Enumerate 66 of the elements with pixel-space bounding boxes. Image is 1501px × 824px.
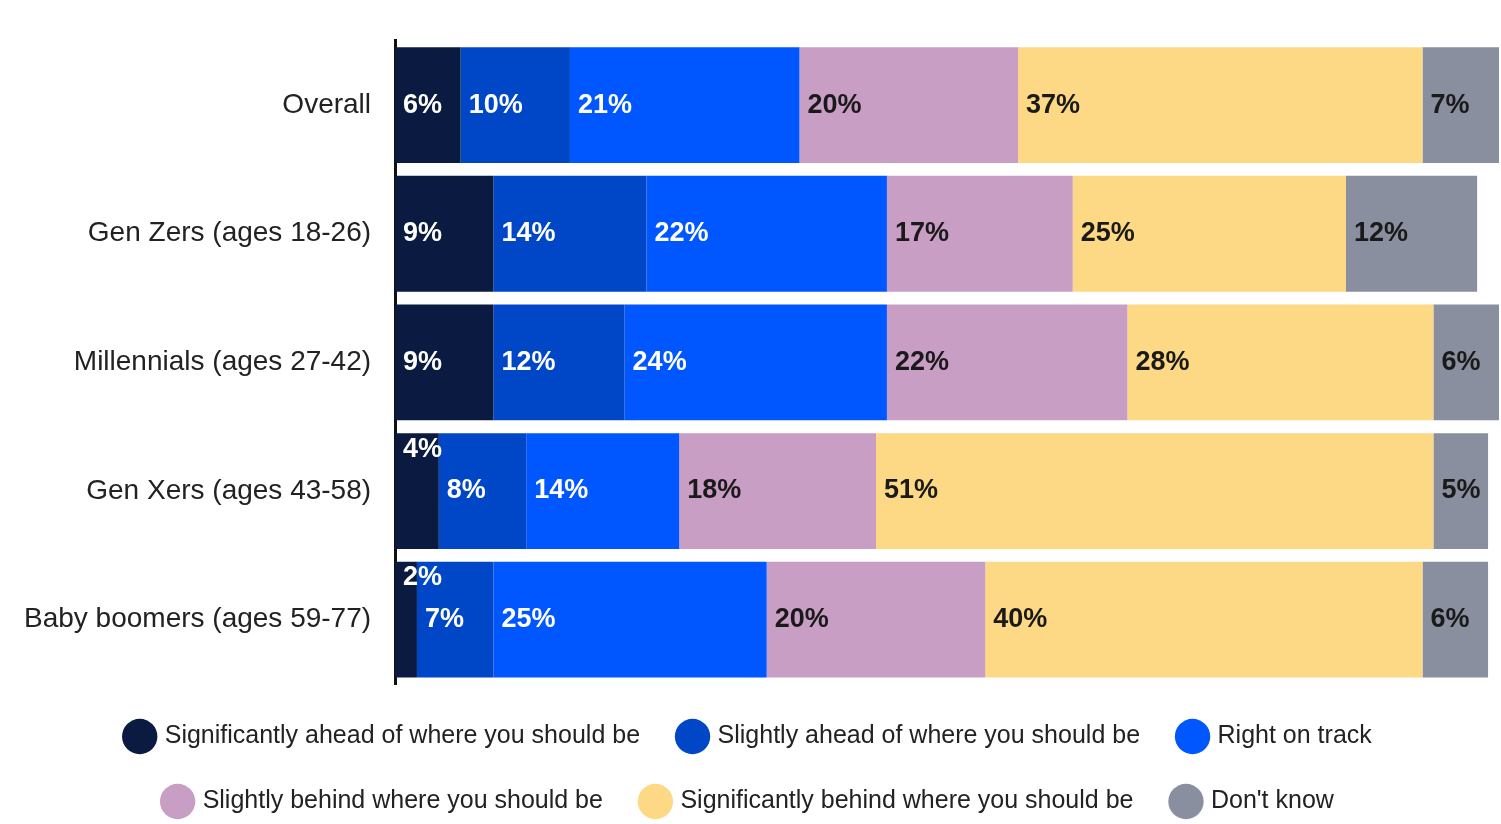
bar	[886, 304, 1128, 421]
data-label: 40%	[993, 603, 1048, 634]
data-label: 14%	[534, 474, 589, 505]
y-tick-label: Gen Xers (ages 43-58)	[86, 473, 372, 505]
legend-label: Slightly ahead of where you should be	[717, 720, 1141, 749]
legend-label: Significantly behind where you should be	[680, 785, 1134, 814]
bar	[1345, 175, 1478, 292]
bar	[1018, 47, 1423, 164]
data-label: 25%	[1080, 217, 1135, 248]
legend-label: Slightly behind where you should be	[202, 785, 603, 814]
data-label: 8%	[446, 474, 486, 505]
bar	[1422, 47, 1499, 164]
bar	[493, 175, 647, 292]
bar	[460, 47, 570, 164]
data-label: 17%	[894, 217, 949, 248]
data-label: 9%	[403, 217, 443, 248]
data-label: 9%	[403, 345, 443, 376]
data-label: 7%	[1430, 88, 1470, 119]
bar	[1433, 304, 1499, 421]
bar	[395, 175, 494, 292]
data-label: 12%	[501, 345, 556, 376]
data-label: 10%	[468, 88, 523, 119]
legend-label: Right on track	[1217, 720, 1373, 749]
data-label: 14%	[501, 217, 556, 248]
y-tick-label: Overall	[282, 87, 372, 119]
bar	[799, 47, 1019, 164]
data-label: 28%	[1135, 345, 1190, 376]
bar	[875, 433, 1434, 549]
bar	[395, 304, 494, 421]
bar	[1433, 433, 1489, 549]
bar	[886, 175, 1073, 292]
bar	[493, 561, 767, 678]
data-label: 21%	[577, 88, 632, 119]
y-tick-label: Gen Zers (ages 18-26)	[87, 216, 372, 248]
bar	[624, 304, 887, 421]
bar	[1072, 175, 1346, 292]
bar	[646, 175, 887, 292]
y-tick-label: Millennials (ages 27-42)	[73, 345, 372, 377]
data-label: 7%	[424, 603, 464, 634]
data-label: 20%	[774, 603, 829, 634]
y-tick-label: Baby boomers (ages 59-77)	[24, 602, 372, 634]
bar	[526, 433, 680, 549]
legend-label: Don't know	[1210, 785, 1335, 814]
bar	[493, 304, 625, 421]
bar	[1422, 561, 1489, 678]
bar	[766, 561, 986, 678]
data-label: 22%	[654, 217, 709, 248]
data-label: 2%	[403, 561, 443, 592]
bar	[395, 47, 461, 164]
data-label: 51%	[883, 474, 939, 505]
data-label: 12%	[1353, 217, 1409, 248]
data-label: 6%	[403, 88, 443, 119]
data-label: 18%	[687, 474, 742, 505]
data-label: 22%	[894, 345, 949, 376]
data-label: 5%	[1441, 474, 1481, 505]
data-label: 20%	[807, 88, 862, 119]
bar	[985, 561, 1423, 678]
bar	[1127, 304, 1434, 421]
data-label: 24%	[632, 345, 687, 376]
data-label: 25%	[501, 603, 556, 634]
legend-label: Significantly ahead of where you should be	[164, 720, 641, 749]
data-label: 37%	[1026, 88, 1081, 119]
bar	[679, 433, 876, 549]
data-label: 6%	[1441, 345, 1481, 376]
bar	[569, 47, 800, 164]
data-label: 6%	[1430, 603, 1470, 634]
